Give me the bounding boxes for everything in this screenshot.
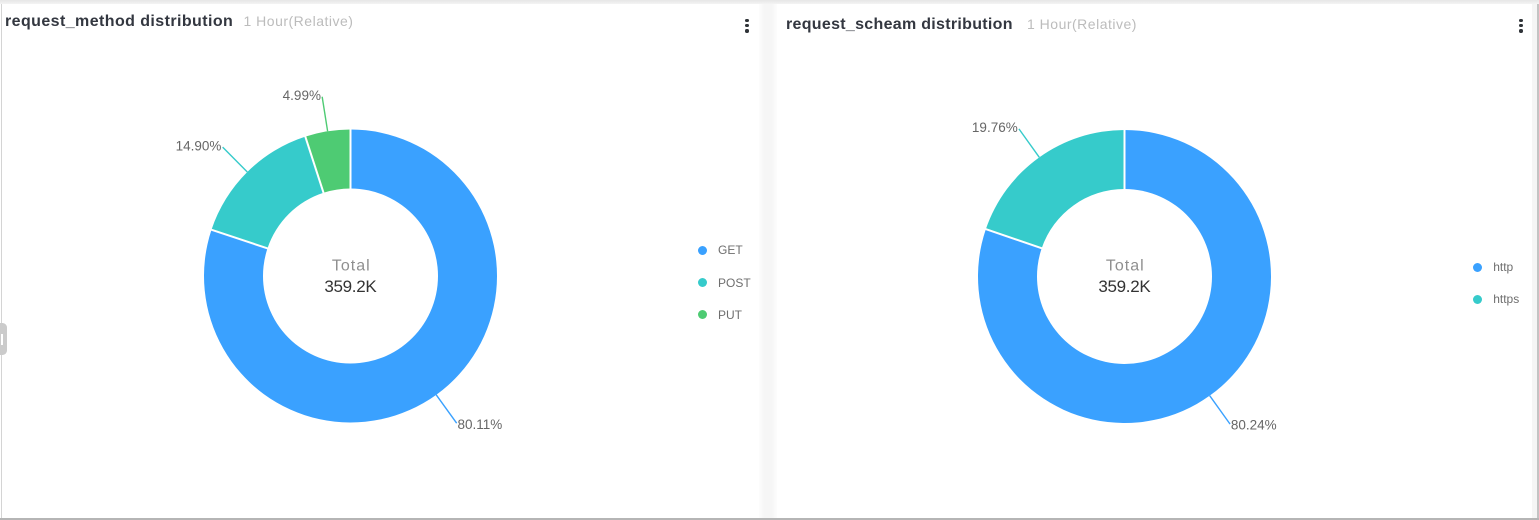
svg-text:14.90%: 14.90% [176, 138, 222, 153]
svg-text:4.99%: 4.99% [283, 88, 321, 103]
svg-text:19.76%: 19.76% [972, 120, 1018, 135]
svg-text:80.24%: 80.24% [1231, 418, 1277, 433]
svg-text:359.2K: 359.2K [324, 277, 377, 296]
svg-text:Total: Total [1106, 257, 1145, 274]
svg-text:80.11%: 80.11% [457, 417, 502, 432]
svg-text:Total: Total [332, 257, 371, 274]
svg-text:359.2K: 359.2K [1098, 277, 1151, 296]
